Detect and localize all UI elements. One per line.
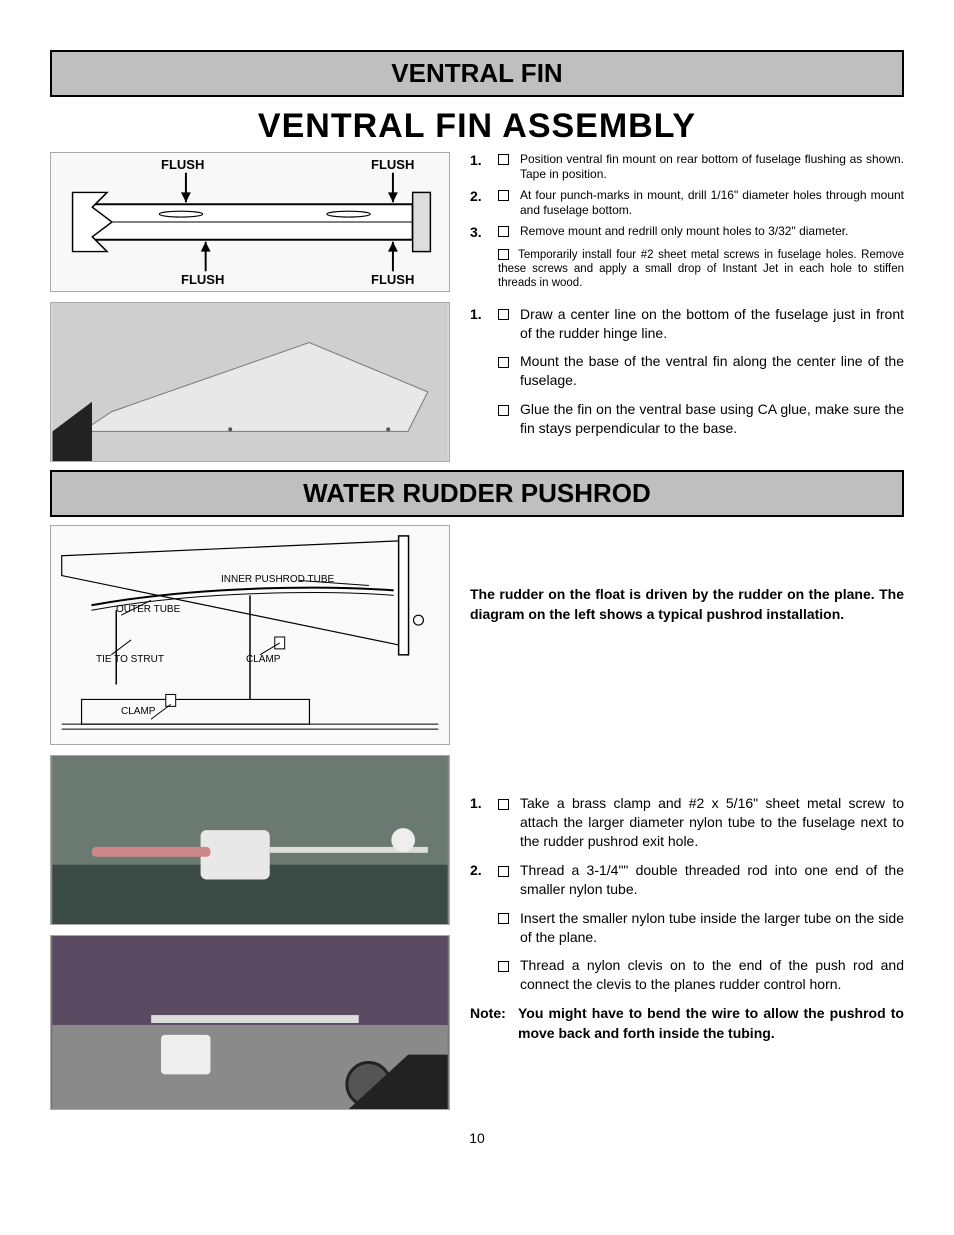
step-text: Take a brass clamp and #2 x 5/16" sheet …	[520, 794, 904, 851]
diagram-label-tie: TIE TO STRUT	[96, 654, 164, 665]
substep-item: Thread a nylon clevis on to the end of t…	[470, 956, 904, 994]
step-number: 1.	[470, 794, 498, 851]
step-item: 1. Take a brass clamp and #2 x 5/16" she…	[470, 794, 904, 851]
checkbox-icon	[498, 956, 520, 994]
assembly-title: VENTRAL FIN ASSEMBLY	[50, 107, 904, 146]
scanned-step: 2. At four punch-marks in mount, drill 1…	[470, 188, 904, 218]
step-text: Thread a 3-1/4"" double threaded rod int…	[520, 861, 904, 899]
step-text: Position ventral fin mount on rear botto…	[520, 152, 904, 182]
checkbox-icon	[498, 249, 509, 260]
checkbox-icon	[498, 861, 520, 899]
step-text: Draw a center line on the bottom of the …	[520, 305, 904, 343]
scanned-instructions: 1. Position ventral fin mount on rear bo…	[470, 152, 904, 291]
ventral-fin-diagram: FLUSH FLUSH FLUSH FLUSH	[50, 152, 450, 292]
flush-label-tl: FLUSH	[161, 157, 204, 172]
scanned-step: 1. Position ventral fin mount on rear bo…	[470, 152, 904, 182]
substep-text: Insert the smaller nylon tube inside the…	[520, 909, 904, 947]
step-number: 1.	[470, 305, 498, 343]
substep-item: Insert the smaller nylon tube inside the…	[470, 909, 904, 947]
ventral-steps: 1. Draw a center line on the bottom of t…	[470, 305, 904, 343]
diagram-label-outer: OUTER TUBE	[116, 604, 180, 615]
pushrod-substeps: Insert the smaller nylon tube inside the…	[470, 909, 904, 995]
step-item: 2. Thread a 3-1/4"" double threaded rod …	[470, 861, 904, 899]
pushrod-diagram: INNER PUSHROD TUBE OUTER TUBE TIE TO STR…	[50, 525, 450, 745]
ventral-fin-left: FLUSH FLUSH FLUSH FLUSH	[50, 152, 450, 462]
water-rudder-row: INNER PUSHROD TUBE OUTER TUBE TIE TO STR…	[50, 525, 904, 1110]
ventral-fin-photo	[50, 302, 450, 462]
checkbox-icon	[498, 909, 520, 947]
substep-text: Thread a nylon clevis on to the end of t…	[520, 956, 904, 994]
diagram-label-clamp-2: CLAMP	[121, 706, 155, 717]
pushrod-photo-1	[50, 755, 450, 925]
checkbox-icon	[498, 152, 520, 182]
section-header-ventral-fin: VENTRAL FIN	[50, 50, 904, 97]
diagram-label-inner: INNER PUSHROD TUBE	[221, 574, 334, 585]
section-header-text: VENTRAL FIN	[391, 58, 562, 88]
substep-text: Mount the base of the ventral fin along …	[520, 352, 904, 390]
water-rudder-right: The rudder on the float is driven by the…	[470, 525, 904, 1043]
ventral-fin-right: 1. Position ventral fin mount on rear bo…	[470, 152, 904, 448]
substep-item: Mount the base of the ventral fin along …	[470, 352, 904, 390]
water-rudder-left: INNER PUSHROD TUBE OUTER TUBE TIE TO STR…	[50, 525, 450, 1110]
pushrod-intro: The rudder on the float is driven by the…	[470, 585, 904, 624]
flush-label-br: FLUSH	[371, 272, 414, 287]
step-number: 3.	[470, 224, 498, 242]
section-header-water-rudder: WATER RUDDER PUSHROD	[50, 470, 904, 517]
pushrod-steps: 1. Take a brass clamp and #2 x 5/16" she…	[470, 794, 904, 898]
note-text: You might have to bend the wire to allow…	[518, 1004, 904, 1043]
substep-text: Glue the fin on the ventral base using C…	[520, 400, 904, 438]
pushrod-photo-2	[50, 935, 450, 1110]
checkbox-icon	[498, 224, 520, 242]
ventral-substeps: Mount the base of the ventral fin along …	[470, 352, 904, 438]
diagram-label-clamp-1: CLAMP	[246, 654, 280, 665]
step-text: At four punch-marks in mount, drill 1/16…	[520, 188, 904, 218]
checkbox-icon	[498, 305, 520, 343]
checkbox-icon	[498, 400, 520, 438]
pushrod-note: Note: You might have to bend the wire to…	[470, 1004, 904, 1043]
section-header-text: WATER RUDDER PUSHROD	[303, 478, 651, 508]
substep-text: Temporarily install four #2 sheet metal …	[498, 249, 904, 290]
step-number: 2.	[470, 188, 498, 218]
step-item: 1. Draw a center line on the bottom of t…	[470, 305, 904, 343]
flush-label-bl: FLUSH	[181, 272, 224, 287]
flush-label-tr: FLUSH	[371, 157, 414, 172]
scanned-substep: Temporarily install four #2 sheet metal …	[470, 248, 904, 291]
note-label: Note:	[470, 1004, 518, 1043]
page-number: 10	[50, 1130, 904, 1146]
checkbox-icon	[498, 794, 520, 851]
checkbox-icon	[498, 352, 520, 390]
scanned-step: 3. Remove mount and redrill only mount h…	[470, 224, 904, 242]
checkbox-icon	[498, 188, 520, 218]
ventral-fin-row: FLUSH FLUSH FLUSH FLUSH 1. Position vent…	[50, 152, 904, 462]
step-number: 2.	[470, 861, 498, 899]
substep-item: Glue the fin on the ventral base using C…	[470, 400, 904, 438]
step-number: 1.	[470, 152, 498, 182]
step-text: Remove mount and redrill only mount hole…	[520, 224, 904, 242]
